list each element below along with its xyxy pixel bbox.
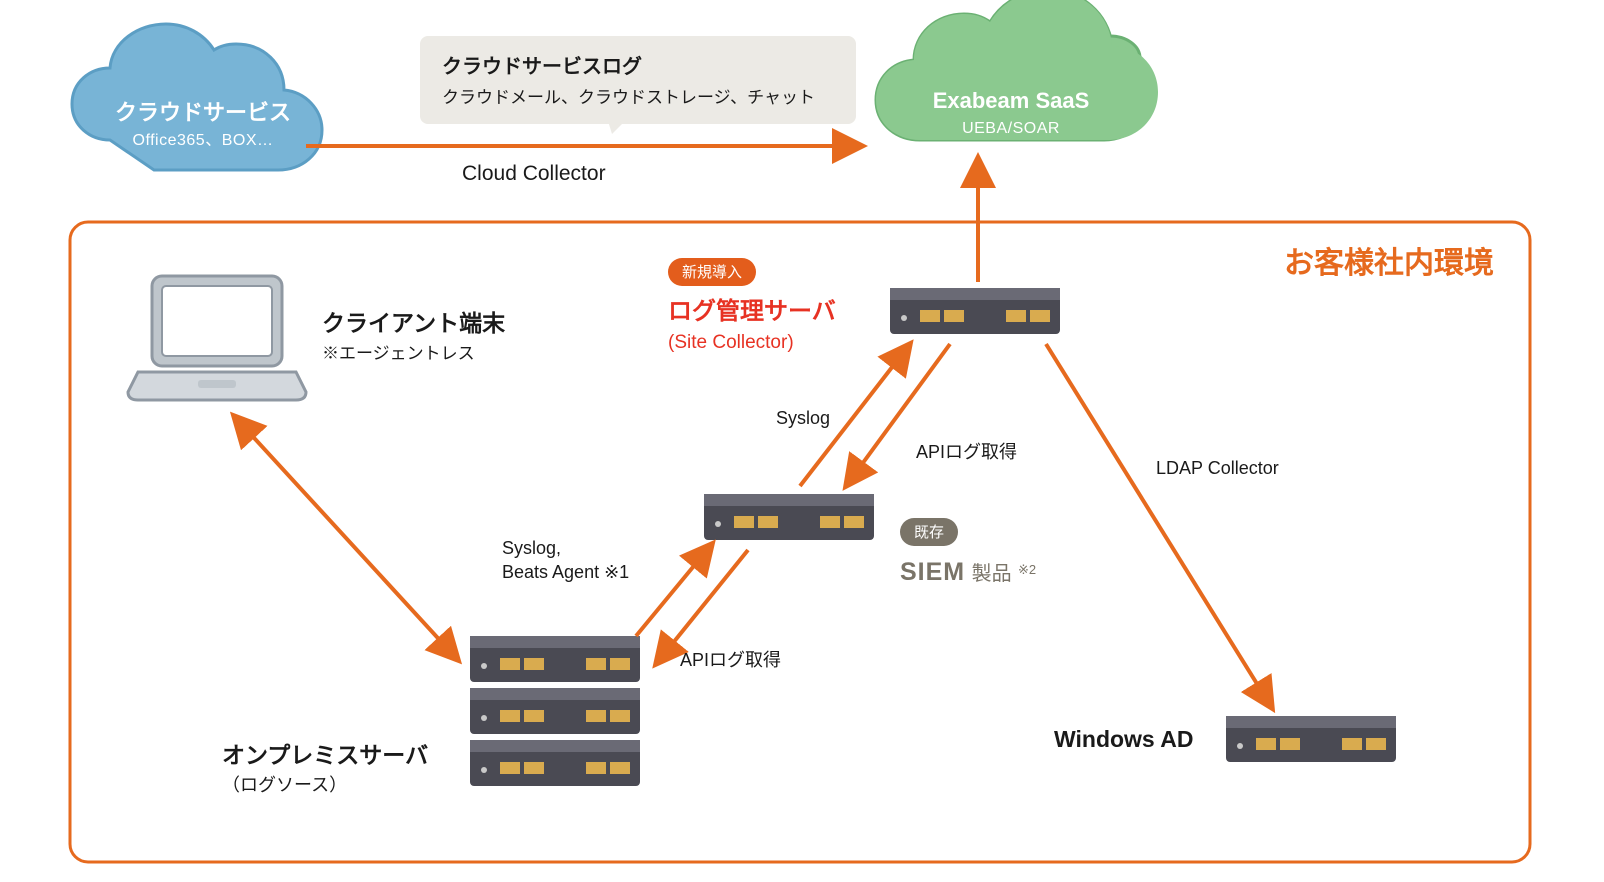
log-server-icon (890, 288, 1060, 334)
syslog-beats-line1: Syslog, (502, 536, 629, 560)
siem-badge: 既存 (900, 518, 958, 546)
syslog-beats-line2: Beats Agent ※1 (502, 560, 629, 584)
exabeam-subtitle: UEBA/SOAR (906, 118, 1116, 140)
cloud-services-title: クラウドサービス (98, 98, 308, 128)
api-log-1-label: APIログ取得 (916, 440, 1017, 464)
siem-note: ※2 (1018, 562, 1036, 577)
siem-title: SIEM (900, 558, 965, 586)
tooltip-body: クラウドメール、クラウドストレージ、チャット (442, 83, 834, 108)
log-server-title: ログ管理サーバ (668, 296, 836, 328)
log-server-badge: 新規導入 (668, 258, 756, 286)
cloud-services-subtitle: Office365、BOX… (98, 130, 308, 152)
windows-ad-label: Windows AD (1054, 724, 1193, 755)
arrow-logserver-to-siem (846, 344, 950, 486)
siem-server-icon (704, 494, 874, 540)
windows-ad-server-icon (1226, 716, 1396, 762)
ldap-label: LDAP Collector (1156, 456, 1279, 480)
exabeam-title: Exabeam SaaS (906, 86, 1116, 116)
client-title: クライアント端末 (322, 308, 505, 339)
environment-title: お客様社内環境 (1284, 244, 1494, 285)
arrow-logserver-to-winad (1046, 344, 1272, 708)
tooltip-title: クラウドサービスログ (442, 50, 834, 79)
onprem-title: オンプレミスサーバ (222, 740, 428, 771)
onprem-subtitle: （ログソース） (222, 773, 428, 797)
cloud-collector-label: Cloud Collector (462, 160, 606, 188)
arrow-client-onprem (234, 416, 458, 660)
onprem-server-stack-icon (470, 636, 640, 786)
arrow-siem-to-onprem (656, 550, 748, 664)
api-log-2-label: APIログ取得 (680, 648, 781, 672)
cloud-log-tooltip: クラウドサービスログ クラウドメール、クラウドストレージ、チャット (420, 36, 856, 124)
log-server-subtitle: (Site Collector) (668, 330, 836, 356)
siem-suffix: 製品 (972, 563, 1012, 585)
client-note: ※エージェントレス (322, 343, 505, 366)
syslog-label: Syslog (776, 406, 830, 430)
laptop-icon (128, 276, 306, 400)
arrow-onprem-to-siem (636, 544, 712, 636)
